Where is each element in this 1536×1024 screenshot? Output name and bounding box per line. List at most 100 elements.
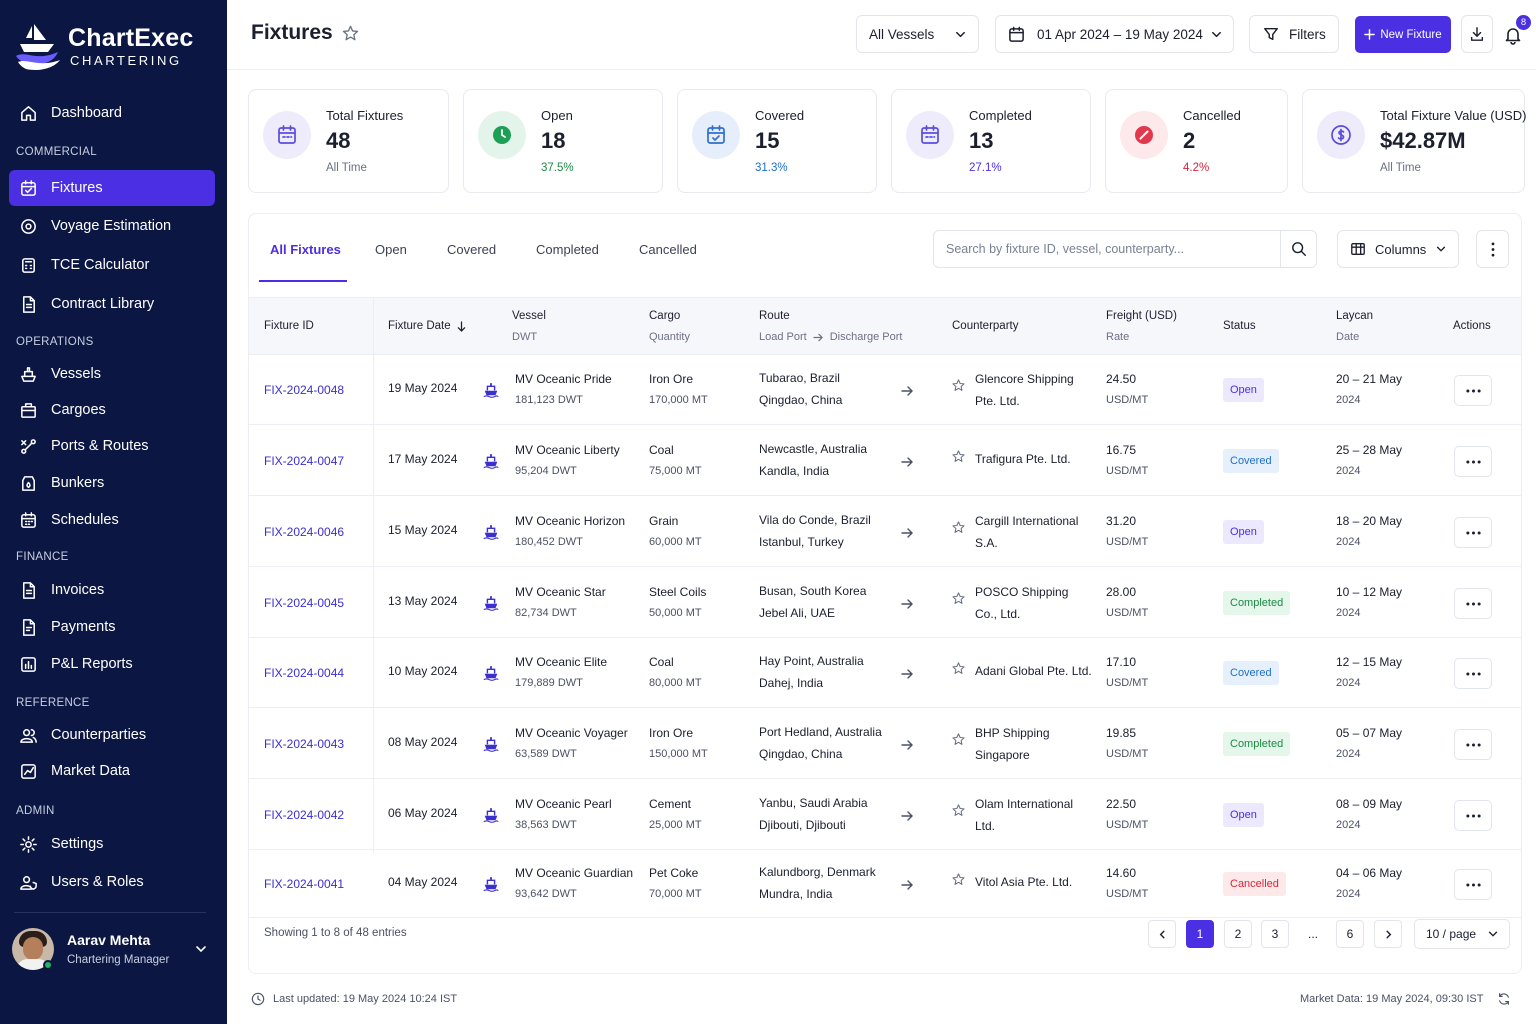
table-row[interactable]: FIX-2024-0047 17 May 2024 MV Oceanic Liber…	[249, 425, 1521, 496]
fixture-id-link[interactable]: FIX-2024-0047	[264, 454, 345, 468]
fixture-id-link[interactable]: FIX-2024-0042	[264, 808, 345, 822]
row-actions-button[interactable]	[1454, 588, 1492, 619]
table-row[interactable]: FIX-2024-0042 06 May 2024 MV Oceanic Pearl…	[249, 779, 1521, 850]
sidebar-item-invoices[interactable]: Invoices	[9, 572, 215, 608]
pagination-page-3[interactable]: 3	[1261, 920, 1289, 948]
sidebar-item-cargoes[interactable]: Cargoes	[9, 392, 215, 428]
stat-sub: All Time	[326, 162, 367, 174]
brand-logo[interactable]: ChartExec CHARTERING	[14, 20, 214, 76]
sidebar-item-fixtures[interactable]: Fixtures	[9, 170, 215, 206]
th-route[interactable]: Route Load Port Discharge Port	[759, 310, 903, 343]
columns-button[interactable]: Columns	[1337, 230, 1459, 268]
th-fixture-date-label: Fixture Date	[388, 320, 451, 332]
table-row[interactable]: FIX-2024-0048 19 May 2024 MV Oceanic Pride…	[249, 355, 1521, 425]
favorite-star-icon[interactable]	[951, 591, 966, 606]
row-actions-button[interactable]	[1454, 658, 1492, 689]
favorite-star-icon[interactable]	[951, 803, 966, 818]
new-fixture-button[interactable]: New Fixture	[1355, 16, 1451, 53]
more-horizontal-icon	[1465, 460, 1481, 464]
pagination-page-2[interactable]: 2	[1224, 920, 1252, 948]
th-freight[interactable]: Freight (USD) Rate	[1106, 310, 1177, 343]
favorite-star-icon[interactable]	[951, 732, 966, 747]
row-actions-button[interactable]	[1454, 375, 1492, 406]
th-cargo[interactable]: Cargo Quantity	[649, 310, 690, 343]
th-status[interactable]: Status	[1223, 320, 1256, 332]
row-actions-button[interactable]	[1454, 517, 1492, 548]
row-actions-button[interactable]	[1454, 446, 1492, 477]
tab-covered[interactable]: Covered	[447, 242, 497, 257]
counterparty-name: Olam International	[975, 797, 1074, 811]
chevron-down-icon[interactable]	[194, 942, 208, 956]
sidebar-item-ports-routes[interactable]: Ports & Routes	[9, 428, 215, 464]
pagination-page-6[interactable]: 6	[1336, 920, 1364, 948]
sidebar-item-schedules[interactable]: Schedules	[9, 502, 215, 538]
pagination-next-button[interactable]	[1374, 920, 1402, 948]
sidebar-item-contract-library[interactable]: Contract Library	[9, 286, 215, 322]
vessel-filter-select[interactable]: All Vessels	[856, 15, 979, 53]
sidebar-item-bunkers[interactable]: Bunkers	[9, 465, 215, 501]
row-actions-button[interactable]	[1454, 800, 1492, 831]
sidebar-item-voyage-estimation[interactable]: Voyage Estimation	[9, 208, 215, 244]
search-input[interactable]	[934, 231, 1280, 267]
table-row[interactable]: FIX-2024-0043 08 May 2024 MV Oceanic Voyag…	[249, 708, 1521, 779]
th-laycan[interactable]: Laycan Date	[1336, 310, 1374, 343]
th-fixture-date[interactable]: Fixture Date	[388, 320, 466, 332]
table-row[interactable]: FIX-2024-0041 04 May 2024 MV Oceanic Guard…	[249, 850, 1521, 918]
fixture-id-link[interactable]: FIX-2024-0048	[264, 383, 345, 397]
calendar-icon	[18, 178, 38, 198]
arrow-right-icon	[900, 455, 914, 469]
sidebar-item-counterparties[interactable]: Counterparties	[9, 717, 215, 753]
bell-icon[interactable]	[1503, 25, 1523, 45]
tab-open[interactable]: Open	[375, 242, 407, 257]
more-options-button[interactable]	[1476, 230, 1509, 268]
fixture-id-link[interactable]: FIX-2024-0041	[264, 877, 345, 891]
search-button[interactable]	[1281, 231, 1317, 267]
refresh-icon[interactable]	[1497, 992, 1511, 1006]
pagination-prev-button[interactable]	[1148, 920, 1176, 948]
fixture-id-link[interactable]: FIX-2024-0046	[264, 525, 345, 539]
fixture-id-link[interactable]: FIX-2024-0043	[264, 737, 345, 751]
pagination-page-1[interactable]: 1	[1186, 920, 1214, 948]
sidebar-item-dashboard[interactable]: Dashboard	[9, 95, 215, 131]
sidebar-item-payments[interactable]: Payments	[9, 609, 215, 645]
counterparty-cell: Olam International Ltd.	[975, 797, 1073, 833]
sidebar-item-users-roles[interactable]: Users & Roles	[9, 864, 215, 900]
favorite-star-icon[interactable]	[341, 24, 360, 43]
fixture-id-link[interactable]: FIX-2024-0045	[264, 596, 345, 610]
laycan-cell: 12 – 15 May 2024	[1336, 655, 1402, 689]
fixture-id-link[interactable]: FIX-2024-0044	[264, 666, 345, 680]
filters-button[interactable]: Filters	[1249, 15, 1339, 53]
sidebar-item-vessels[interactable]: Vessels	[9, 356, 215, 392]
sidebar-item-settings[interactable]: Settings	[9, 826, 215, 862]
sidebar-item-market-data[interactable]: Market Data	[9, 753, 215, 789]
favorite-star-icon[interactable]	[951, 872, 966, 887]
favorite-star-icon[interactable]	[951, 449, 966, 464]
freight-rate: 19.85	[1106, 726, 1137, 740]
user-profile[interactable]: Aarav Mehta Chartering Manager	[12, 928, 216, 974]
cargo-name: Coal	[649, 443, 674, 457]
row-actions-button[interactable]	[1454, 729, 1492, 760]
tab-cancelled[interactable]: Cancelled	[639, 242, 697, 257]
per-page-select[interactable]: 10 / page	[1414, 919, 1510, 949]
download-button[interactable]	[1461, 15, 1493, 53]
table-row[interactable]: FIX-2024-0046 15 May 2024 MV Oceanic Horiz…	[249, 496, 1521, 567]
date-range-picker[interactable]: 01 Apr 2024 – 19 May 2024	[995, 15, 1234, 53]
th-vessel[interactable]: Vessel DWT	[512, 310, 546, 343]
freight-rate: 24.50	[1106, 372, 1137, 386]
table-row[interactable]: FIX-2024-0045 13 May 2024 MV Oceanic Star 8…	[249, 567, 1521, 638]
sidebar-item-pl-reports[interactable]: P&L Reports	[9, 646, 215, 682]
stat-card-completed: Completed 13 27.1%	[891, 89, 1091, 193]
th-counterparty[interactable]: Counterparty	[952, 320, 1019, 332]
laycan-range: 08 – 09 May	[1336, 797, 1403, 811]
favorite-star-icon[interactable]	[951, 520, 966, 535]
favorite-star-icon[interactable]	[951, 378, 966, 393]
tab-completed[interactable]: Completed	[536, 242, 599, 257]
favorite-star-icon[interactable]	[951, 661, 966, 676]
row-actions-button[interactable]	[1454, 869, 1492, 900]
th-fixture-id[interactable]: Fixture ID	[264, 320, 314, 332]
user-name: Aarav Mehta	[67, 932, 151, 948]
document-icon	[18, 294, 38, 314]
sidebar-item-tce-calculator[interactable]: TCE Calculator	[9, 247, 215, 283]
table-row[interactable]: FIX-2024-0044 10 May 2024 MV Oceanic Elite…	[249, 638, 1521, 708]
tab-all-fixtures[interactable]: All Fixtures	[270, 242, 341, 257]
